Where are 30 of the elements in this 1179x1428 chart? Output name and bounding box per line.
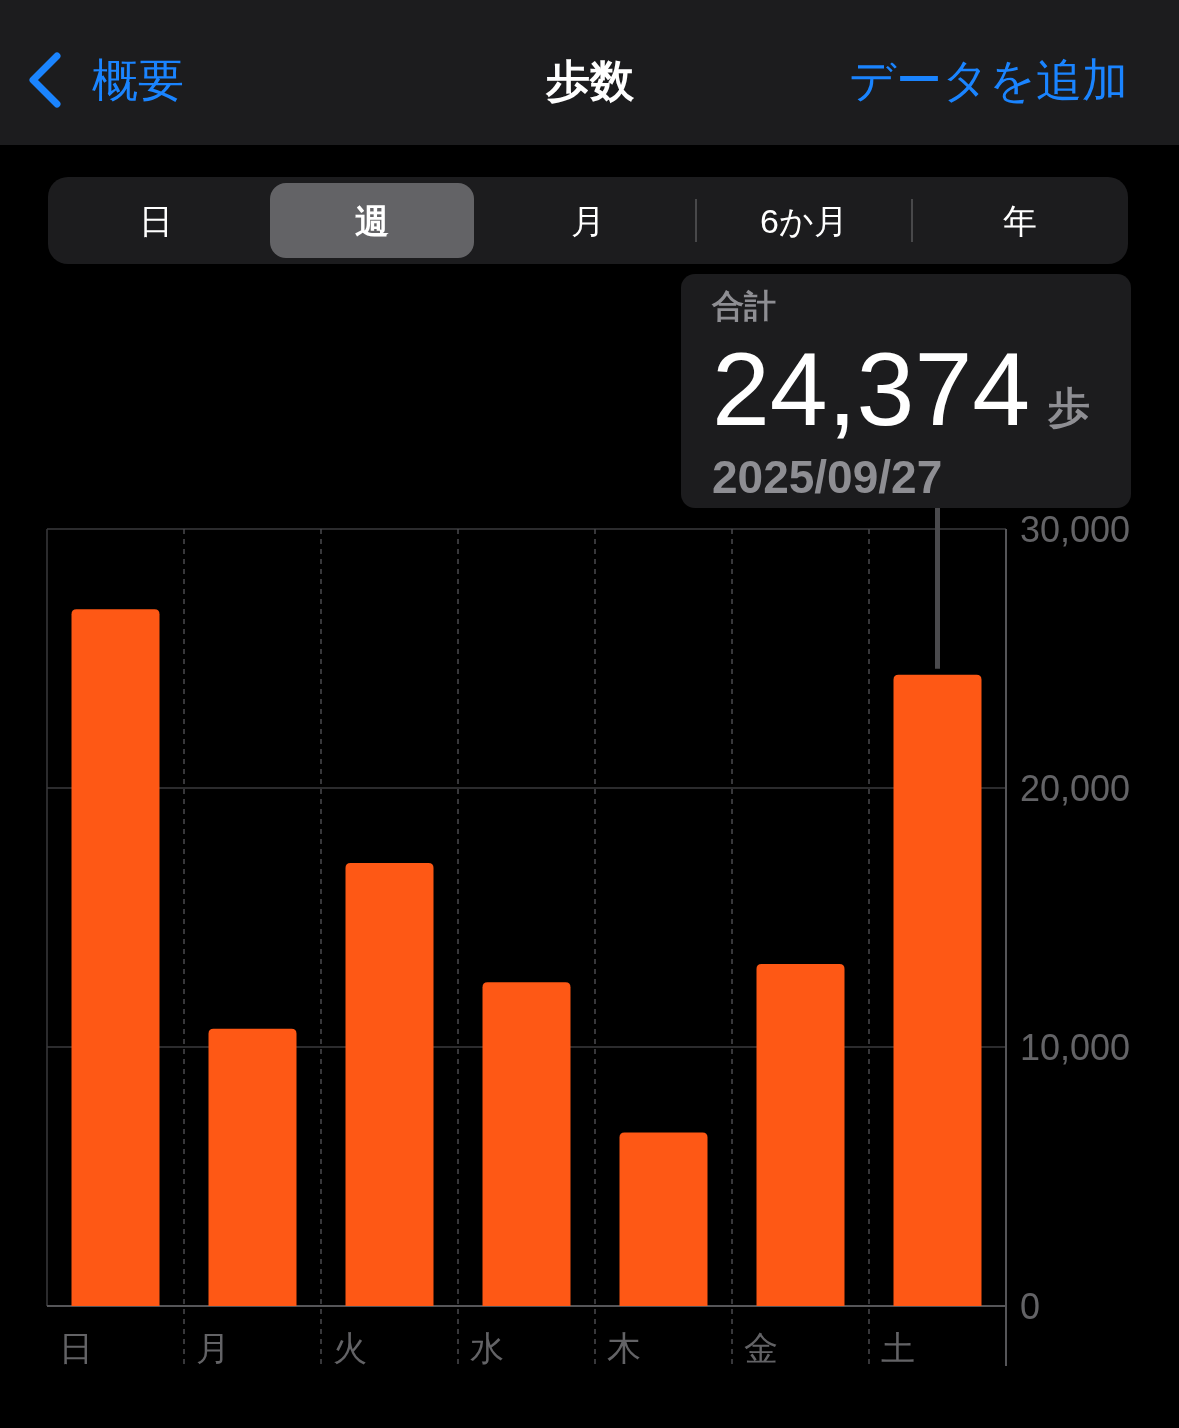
text: 2025/09/27 xyxy=(712,451,943,503)
y-tick-label: 0 xyxy=(1020,1286,1041,1327)
bar xyxy=(71,609,160,1306)
x-tick-label: 日 xyxy=(59,1329,93,1367)
bar xyxy=(756,964,845,1306)
x-tick-label: 木 xyxy=(607,1329,641,1367)
text: 月 xyxy=(571,202,605,240)
x-tick-label: 金 xyxy=(744,1329,778,1367)
text: 概要 xyxy=(92,54,184,106)
annotation: 24,374 xyxy=(712,331,1031,447)
bar xyxy=(345,863,434,1306)
text: データを追加 xyxy=(849,54,1128,106)
text: 週 xyxy=(355,202,389,240)
x-tick-label: 土 xyxy=(881,1329,915,1367)
text: 年 xyxy=(1003,202,1037,240)
bar xyxy=(208,1028,297,1306)
bar xyxy=(482,982,571,1306)
text: 6か月 xyxy=(760,202,848,240)
text: 日 xyxy=(139,202,173,240)
bar xyxy=(619,1132,708,1306)
chart-title: 歩数 xyxy=(545,56,635,105)
x-tick-label: 火 xyxy=(333,1329,367,1367)
x-tick-label: 水 xyxy=(470,1329,504,1367)
x-tick-label: 月 xyxy=(196,1329,230,1367)
bar xyxy=(893,674,982,1306)
y-tick-label: 20,000 xyxy=(1020,768,1131,809)
text: 合計 xyxy=(711,288,776,324)
y-tick-label: 30,000 xyxy=(1020,509,1131,550)
text: 歩 xyxy=(1047,384,1091,431)
y-tick-label: 10,000 xyxy=(1020,1027,1131,1068)
